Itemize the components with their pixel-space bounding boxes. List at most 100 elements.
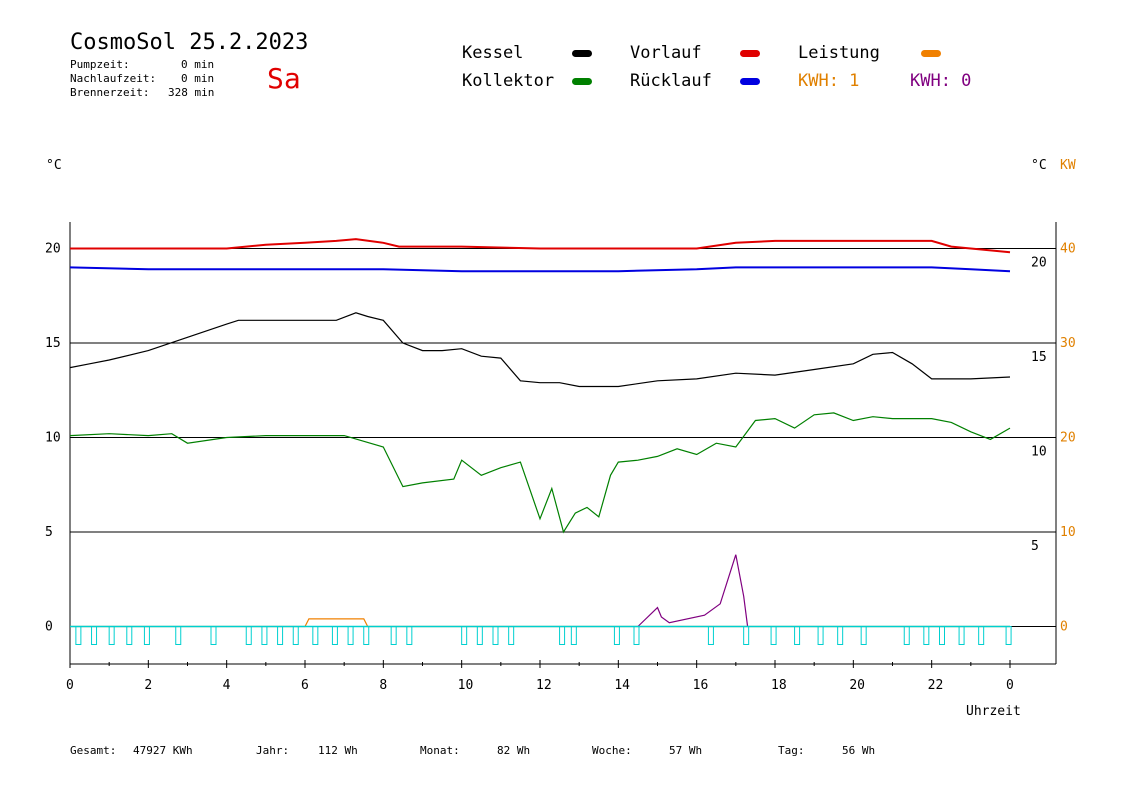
chart-title: CosmoSol 25.2.2023 [70, 30, 309, 55]
pump-value: 0 min [181, 58, 215, 71]
pump-pulse-marker [633, 626, 640, 645]
pump-pulse-marker [958, 626, 965, 645]
y-tick-label-inner: 20 [1031, 256, 1047, 271]
chart-marks [69, 238, 1012, 645]
pump-pulse-marker [210, 626, 217, 645]
pump-pulse-marker [312, 626, 319, 645]
footer-monat-label: Monat: [420, 744, 460, 757]
pump-pulse-marker [492, 626, 499, 645]
x-tick-label: 20 [849, 678, 865, 693]
y-tick-label-left: 0 [45, 620, 53, 635]
pump-pulse-marker [476, 626, 483, 645]
pump-pulse-marker [817, 626, 824, 645]
legend-kessel-label: Kessel [462, 43, 524, 63]
left-unit-label: °C [46, 158, 62, 173]
x-tick-label: 0 [1006, 678, 1014, 693]
pump-pulse-marker [570, 626, 577, 645]
series-line-r-cklauf [69, 266, 1011, 273]
pump-pulse-marker [406, 626, 413, 645]
pump-pulse-marker [175, 626, 182, 645]
footer-jahr-label: Jahr: [256, 744, 290, 757]
brenner-value: 328 min [168, 86, 215, 99]
pump-pulse-marker [923, 626, 930, 645]
y-tick-label-inner: 5 [1031, 539, 1039, 554]
y-tick-label-left: 5 [45, 525, 53, 540]
chart-frame [69, 222, 1057, 668]
pump-pulse-marker [143, 626, 150, 645]
kw-tick-label: 10 [1060, 525, 1076, 540]
pump-pulse-marker [1005, 626, 1012, 645]
pump-pulse-marker [277, 626, 284, 645]
pump-pulse-marker [770, 626, 777, 645]
series-line-vorlauf [70, 238, 1011, 254]
legend-kwh0: KWH: 0 [910, 71, 972, 91]
legend-kollektor-label: Kollektor [462, 71, 555, 91]
pump-pulse-marker [261, 626, 268, 645]
pump-pulse-marker [390, 626, 397, 645]
x-tick-label: 0 [66, 678, 74, 693]
pump-label: Pumpzeit: [70, 58, 130, 71]
kw-tick-label: 0 [1060, 620, 1068, 635]
legend-vorlauf-label: Vorlauf [630, 43, 702, 63]
pump-pulse-marker [363, 626, 370, 645]
legend-kollektor-swatch [572, 78, 592, 85]
x-tick-label: 16 [693, 678, 709, 693]
footer-monat-value: 82 Wh [497, 744, 531, 757]
x-tick-label: 14 [614, 678, 630, 693]
pump-pulse-marker [860, 626, 867, 645]
y-tick-label-inner: 15 [1031, 350, 1047, 365]
kw-tick-label: 30 [1060, 336, 1076, 351]
pump-pulse-marker [91, 626, 98, 645]
legend-leistung-swatch [921, 50, 941, 57]
pump-pulse-marker [347, 626, 354, 645]
pump-pulse-marker [707, 626, 714, 645]
series-line-kessel [69, 312, 1011, 388]
series-line-kollektor [69, 412, 1011, 534]
pump-pulse-marker [794, 626, 801, 645]
x-tick-label: 4 [223, 678, 231, 693]
pump-pulse-marker [245, 626, 252, 645]
chart-axis-labels: 20 15 10 5 0 20 15 10 5 40 30 20 10 0 0 2 4 6 8 10 12 14 16 18 2… [45, 158, 1076, 719]
pump-pulse-marker [613, 626, 620, 645]
pump-pulse-marker [939, 626, 945, 645]
pump-pulse-marker [292, 626, 299, 645]
right-unit-label: °C [1031, 158, 1047, 173]
footer-jahr-value: 112 Wh [318, 744, 358, 757]
pump-pulse-marker [903, 626, 910, 645]
footer-woche-value: 57 Wh [669, 744, 703, 757]
series-line-kwh-0 [637, 554, 749, 627]
legend-kwh1: KWH: 1 [798, 71, 860, 91]
legend-vorlauf-swatch [740, 50, 760, 57]
kw-tick-label: 40 [1060, 242, 1076, 257]
y-tick-label-left: 20 [45, 242, 61, 257]
footer-tag-label: Tag: [778, 744, 805, 757]
x-tick-label: 6 [301, 678, 309, 693]
pump-pulse-marker [837, 626, 844, 645]
nachlauf-value: 0 min [181, 72, 215, 85]
kw-unit-label: KW [1060, 158, 1076, 173]
footer-gesamt-label: Gesamt: [70, 744, 117, 757]
pump-pulse-marker [559, 626, 566, 645]
y-tick-label-left: 10 [45, 431, 61, 446]
footer-woche-label: Woche: [592, 744, 632, 757]
legend-kessel-swatch [572, 50, 592, 57]
x-tick-label: 2 [144, 678, 152, 693]
pump-pulse-marker [508, 626, 515, 645]
legend-ruecklauf-label: Rücklauf [630, 71, 712, 91]
x-tick-label: 22 [928, 678, 944, 693]
pump-pulse-marker [743, 626, 750, 645]
y-tick-label-left: 15 [45, 336, 61, 351]
footer-tag-value: 56 Wh [842, 744, 876, 757]
pump-pulse-marker [108, 626, 115, 645]
y-tick-label-inner: 10 [1031, 445, 1047, 460]
pump-pulse-marker [75, 626, 82, 645]
legend-ruecklauf-swatch [740, 78, 760, 85]
nachlauf-label: Nachlaufzeit: [70, 72, 157, 85]
pump-pulse-marker [978, 626, 985, 645]
x-tick-label: 12 [536, 678, 552, 693]
kw-tick-label: 20 [1060, 431, 1076, 446]
pump-pulse-marker [331, 626, 338, 645]
footer-gesamt-value: 47927 KWh [133, 744, 193, 757]
legend-leistung-label: Leistung [798, 43, 880, 63]
